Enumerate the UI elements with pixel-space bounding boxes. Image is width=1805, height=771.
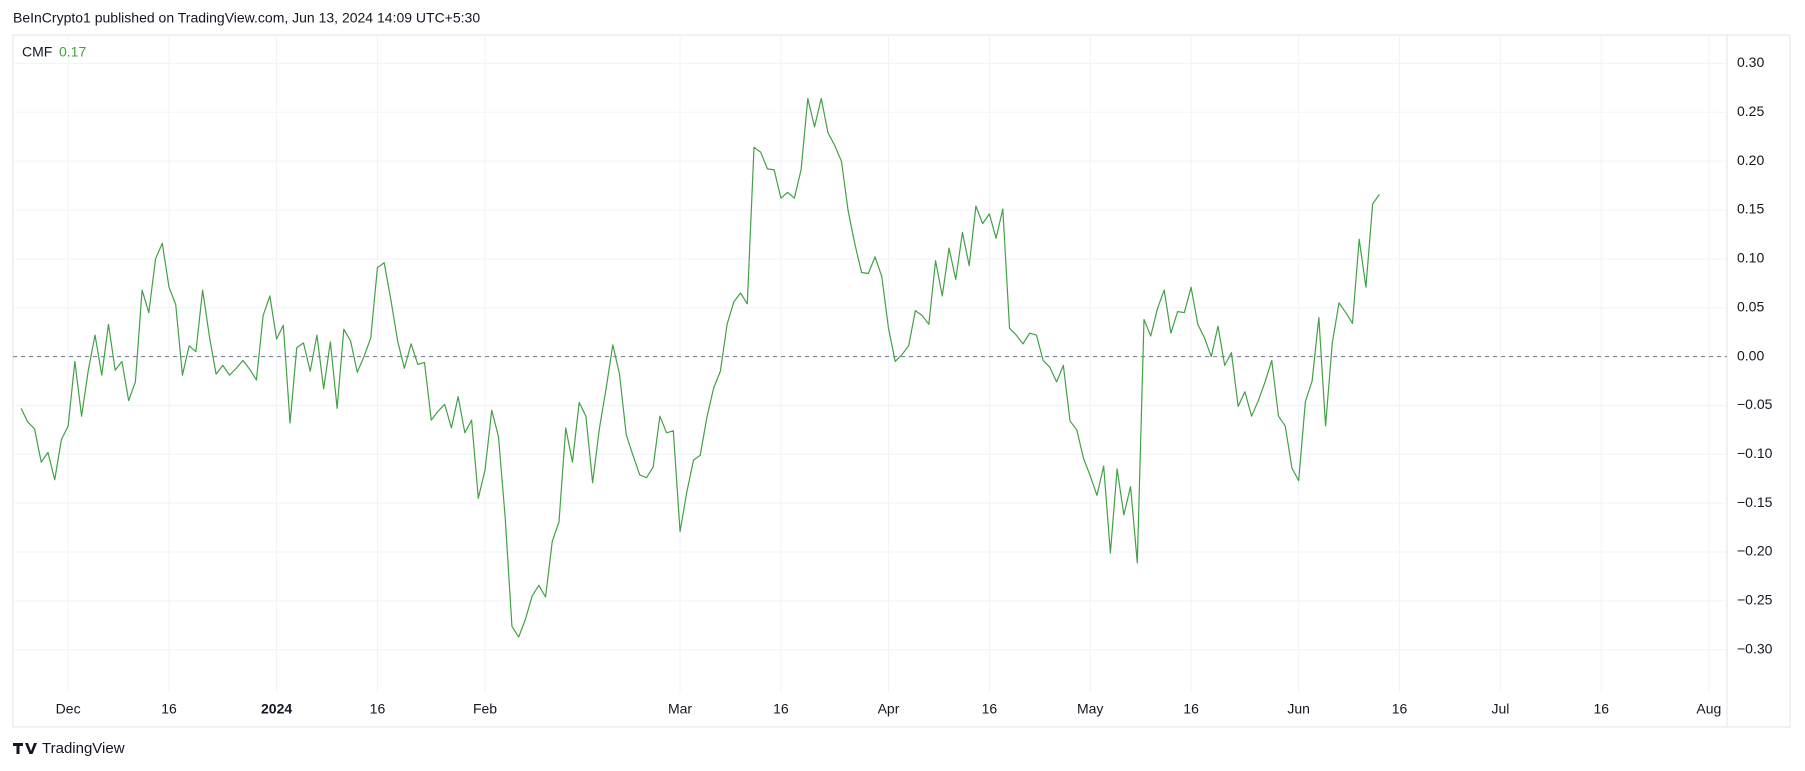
y-tick-label: −0.10	[1737, 445, 1773, 461]
y-tick-label: −0.15	[1737, 494, 1773, 510]
y-tick-label: −0.20	[1737, 543, 1773, 559]
y-tick-label: 0.25	[1737, 103, 1764, 119]
x-tick-label: Feb	[473, 701, 497, 717]
x-tick-label: Apr	[878, 701, 900, 717]
x-tick-label: 2024	[261, 701, 292, 717]
x-tick-label: Aug	[1696, 701, 1721, 717]
legend-value: 0.17	[59, 44, 86, 60]
x-tick-label: 16	[370, 701, 386, 717]
legend-name: CMF	[22, 44, 52, 60]
x-tick-label: 16	[161, 701, 177, 717]
x-tick-label: 16	[1593, 701, 1609, 717]
y-tick-label: 0.20	[1737, 152, 1764, 168]
x-tick-label: Mar	[668, 701, 692, 717]
y-tick-label: 0.05	[1737, 298, 1764, 314]
y-tick-label: 0.00	[1737, 347, 1764, 363]
y-tick-label: 0.10	[1737, 250, 1764, 266]
y-tick-label: −0.30	[1737, 640, 1773, 656]
x-tick-label: May	[1077, 701, 1103, 717]
footer-brand: TradingView	[42, 740, 125, 757]
logo-icon	[13, 743, 37, 754]
y-tick-label: −0.05	[1737, 396, 1773, 412]
y-tick-label: 0.15	[1737, 201, 1764, 217]
footer-logo: TradingView	[13, 740, 125, 757]
cmf-line	[20, 97, 1380, 638]
x-tick-label: Dec	[56, 701, 81, 717]
plot-layer	[13, 97, 1727, 638]
y-tick-label: 0.30	[1737, 54, 1764, 70]
y-tick-label: −0.25	[1737, 592, 1773, 608]
x-tick-label: 16	[773, 701, 789, 717]
publish-header: BeInCrypto1 published on TradingView.com…	[13, 10, 480, 26]
x-tick-label: 16	[1183, 701, 1199, 717]
chart-frame	[12, 34, 1791, 728]
x-tick-label: 16	[1392, 701, 1408, 717]
grid-layer	[13, 35, 1727, 692]
x-tick-label: 16	[982, 701, 998, 717]
x-tick-label: Jun	[1287, 701, 1310, 717]
x-tick-label: Jul	[1491, 701, 1509, 717]
